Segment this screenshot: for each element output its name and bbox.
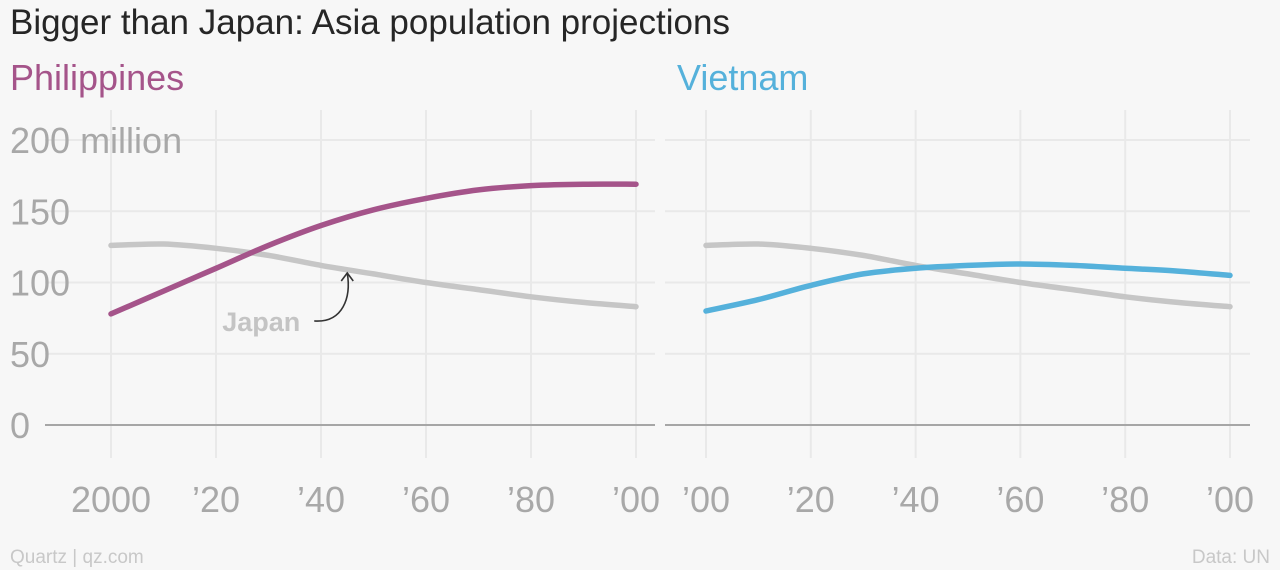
annotation-arrowhead: [340, 271, 354, 282]
vietnam-panel: ’00 ’20 ’40 ’60 ’80 ’00: [665, 110, 1254, 520]
x-tick-label-2080: ’80: [1101, 479, 1149, 520]
x-tick-label-2060: ’60: [402, 479, 450, 520]
x-tick-label-2100: ’00: [612, 479, 660, 520]
y-tick-label-200: 200 million: [10, 120, 182, 161]
series-line-japan: [703, 241, 1233, 310]
annotation-arrow: [314, 272, 349, 322]
series-line-vietnam: [703, 261, 1233, 314]
philippines-panel: 0 50 100 150 200 million 2000 ’20 ’40 ’60 ’80 ’00 J…: [10, 110, 660, 520]
x-tick-label-2080: ’80: [507, 479, 555, 520]
x-tick-label-2000: 2000: [71, 479, 151, 520]
source-credit: Quartz | qz.com: [10, 547, 144, 568]
x-tick-label-2060: ’60: [996, 479, 1044, 520]
data-source: Data: UN: [1192, 547, 1270, 568]
y-tick-label-100: 100: [10, 263, 70, 304]
x-tick-label-2020: ’20: [787, 479, 835, 520]
chart-title: Bigger than Japan: Asia population proje…: [10, 3, 730, 42]
annotation-label-japan: Japan: [222, 307, 300, 337]
y-tick-label-50: 50: [10, 334, 50, 375]
x-tick-label-2000: ’00: [682, 479, 730, 520]
series-line-japan: [108, 241, 639, 310]
x-tick-label-2040: ’40: [892, 479, 940, 520]
x-tick-label-2040: ’40: [297, 479, 345, 520]
series-line-philippines: [108, 181, 639, 317]
x-tick-label-2100: ’00: [1206, 479, 1254, 520]
panel-title-philippines: Philippines: [10, 57, 184, 98]
y-tick-label-150: 150: [10, 191, 70, 232]
panel-title-vietnam: Vietnam: [677, 57, 808, 98]
y-tick-label-0: 0: [10, 405, 30, 446]
x-tick-label-2020: ’20: [192, 479, 240, 520]
